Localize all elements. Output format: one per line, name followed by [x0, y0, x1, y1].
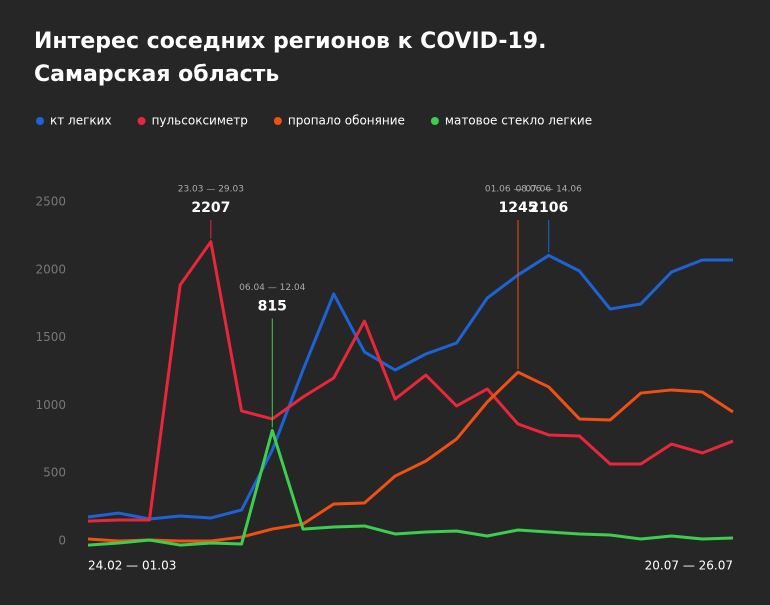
y-tick-label: 500: [43, 466, 66, 480]
series-line: [87, 370, 734, 543]
x-tick-label: 24.02 — 01.03: [88, 559, 176, 573]
annotation-date: 06.04 — 12.04: [239, 283, 306, 293]
legend-label: пропало обоняние: [288, 114, 405, 128]
y-tick-label: 2000: [35, 262, 66, 276]
chart-title: Интерес соседних регионов к COVID-19.: [34, 29, 546, 54]
chart-title: Самарская область: [34, 62, 279, 87]
annotation-date: 23.03 — 29.03: [178, 185, 244, 195]
y-tick-label: 1000: [35, 398, 66, 412]
annotation-date: 08.06 — 14.06: [516, 185, 583, 195]
series-line: [87, 240, 734, 523]
legend-marker: [273, 117, 282, 125]
legend-label: матовое стекло легкие: [445, 114, 592, 128]
legend-marker: [430, 117, 439, 125]
y-tick-label: 2500: [35, 195, 66, 209]
series-line: [87, 253, 733, 521]
legend-label: пульсоксиметр: [152, 114, 248, 128]
annotation-value: 2106: [529, 200, 568, 216]
legend-marker: [137, 117, 146, 125]
y-tick-label: 1500: [35, 330, 66, 344]
series-line: [87, 428, 734, 547]
annotation-value: 2207: [191, 200, 230, 216]
legend-marker: [36, 117, 44, 125]
x-tick-label: 20.07 — 26.07: [645, 559, 733, 573]
annotation-date: 01.06 — 07.06: [485, 185, 552, 195]
y-tick-label: 0: [58, 534, 66, 548]
legend-label: кт легких: [50, 114, 112, 128]
annotation-value: 815: [258, 298, 287, 314]
annotation-value: 1245: [499, 200, 538, 216]
